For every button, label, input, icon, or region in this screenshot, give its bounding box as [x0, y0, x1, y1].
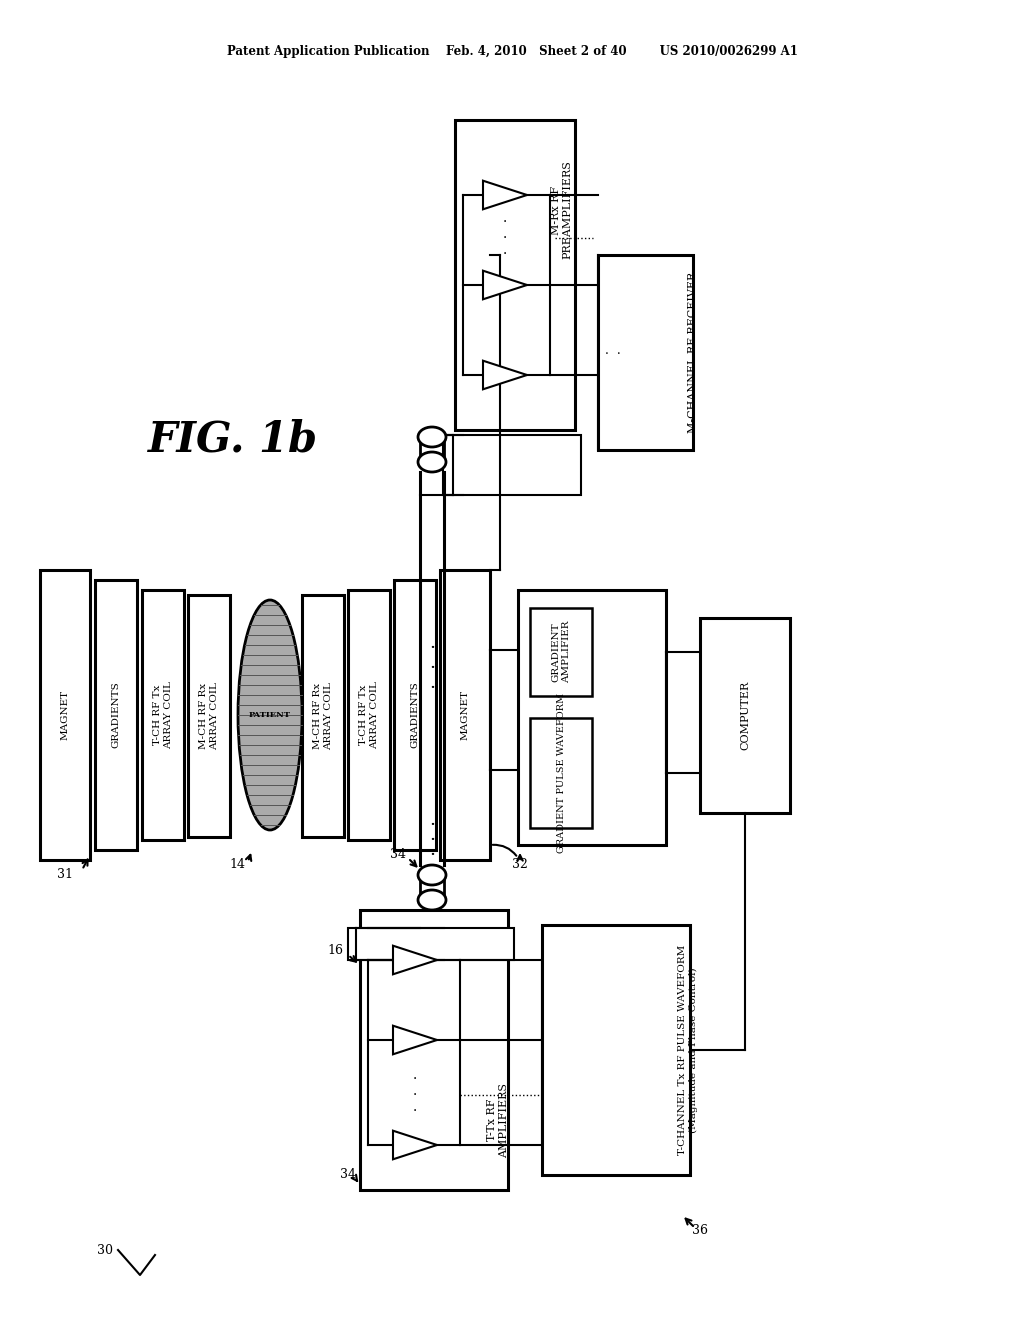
Bar	[440, 570, 490, 861]
Text: ·: ·	[429, 678, 435, 697]
Text: PATIENT: PATIENT	[249, 711, 291, 719]
Text: FIG. 1b: FIG. 1b	[148, 418, 318, 461]
Bar	[598, 255, 693, 450]
Bar	[443, 436, 581, 495]
Text: ·: ·	[429, 639, 435, 657]
Text: 1: 1	[488, 368, 498, 381]
Bar	[455, 120, 575, 430]
Text: 32: 32	[512, 858, 528, 871]
Ellipse shape	[418, 865, 446, 884]
Text: GRADIENTS: GRADIENTS	[112, 681, 121, 748]
Text: 34: 34	[390, 849, 406, 862]
Text: 34: 34	[340, 1168, 356, 1181]
Text: 31: 31	[57, 869, 73, 882]
Text: ·: ·	[429, 832, 435, 849]
Ellipse shape	[238, 601, 302, 830]
Text: M-Rx RF
PREAMPLIFIERS: M-Rx RF PREAMPLIFIERS	[551, 161, 572, 260]
Text: 36: 36	[692, 1224, 708, 1237]
Text: M-CHANNEL RF RECEIVER: M-CHANNEL RF RECEIVER	[688, 272, 698, 433]
Text: GRADIENT
AMPLIFIER: GRADIENT AMPLIFIER	[551, 620, 570, 684]
Text: COMPUTER: COMPUTER	[740, 680, 750, 750]
Text: ·
·
·: · · ·	[413, 1072, 417, 1118]
Text: 16: 16	[327, 944, 343, 957]
Polygon shape	[483, 360, 527, 389]
Bar	[348, 590, 390, 840]
Ellipse shape	[418, 890, 446, 909]
Text: T-CHANNEL Tx RF PULSE WAVEFORM
(Magnitude and Phase Control): T-CHANNEL Tx RF PULSE WAVEFORM (Magnitud…	[678, 945, 697, 1155]
Text: ·: ·	[429, 816, 435, 834]
Text: GRADIENT PULSE WAVEFORM: GRADIENT PULSE WAVEFORM	[556, 693, 565, 853]
Polygon shape	[393, 945, 437, 974]
Bar	[142, 590, 184, 840]
Text: 2: 2	[398, 1034, 408, 1047]
Bar	[700, 618, 790, 813]
Bar	[188, 595, 230, 837]
Polygon shape	[393, 1131, 437, 1159]
Bar	[40, 570, 90, 861]
Bar	[360, 909, 508, 1191]
Bar	[394, 579, 436, 850]
Text: M-CH RF Rx
ARRAY COIL: M-CH RF Rx ARRAY COIL	[313, 682, 333, 750]
Text: ·
·
·: · · ·	[503, 215, 507, 261]
Bar	[530, 718, 592, 828]
Bar	[530, 609, 592, 696]
Text: T-CH RF Tx
ARRAY COIL: T-CH RF Tx ARRAY COIL	[154, 681, 173, 748]
Text: GRADIENTS: GRADIENTS	[411, 681, 420, 748]
Polygon shape	[483, 271, 527, 300]
Bar	[518, 590, 666, 845]
Text: 2: 2	[488, 279, 498, 292]
Bar	[348, 928, 514, 960]
Text: T-Tx RF
AMPLIFIERS: T-Tx RF AMPLIFIERS	[487, 1082, 509, 1158]
Bar	[95, 579, 137, 850]
Text: 14: 14	[229, 858, 245, 871]
Text: MAGNET: MAGNET	[60, 690, 70, 741]
Polygon shape	[393, 1026, 437, 1055]
Text: M: M	[486, 189, 500, 202]
Text: MAGNET: MAGNET	[461, 690, 469, 741]
Polygon shape	[483, 181, 527, 210]
Text: ·: ·	[429, 846, 435, 865]
Text: M-CH RF Rx
ARRAY COIL: M-CH RF Rx ARRAY COIL	[200, 682, 219, 750]
Bar	[302, 595, 344, 837]
Bar	[542, 925, 690, 1175]
Text: T: T	[398, 1138, 408, 1151]
Ellipse shape	[418, 426, 446, 447]
Text: Patent Application Publication    Feb. 4, 2010   Sheet 2 of 40        US 2010/00: Patent Application Publication Feb. 4, 2…	[226, 45, 798, 58]
Text: ·: ·	[429, 659, 435, 677]
Text: ·  ·: · ·	[605, 348, 621, 362]
Text: 30: 30	[97, 1243, 113, 1257]
Ellipse shape	[418, 451, 446, 473]
Text: 1: 1	[398, 953, 408, 966]
Text: T-CH RF Tx
ARRAY COIL: T-CH RF Tx ARRAY COIL	[359, 681, 379, 748]
